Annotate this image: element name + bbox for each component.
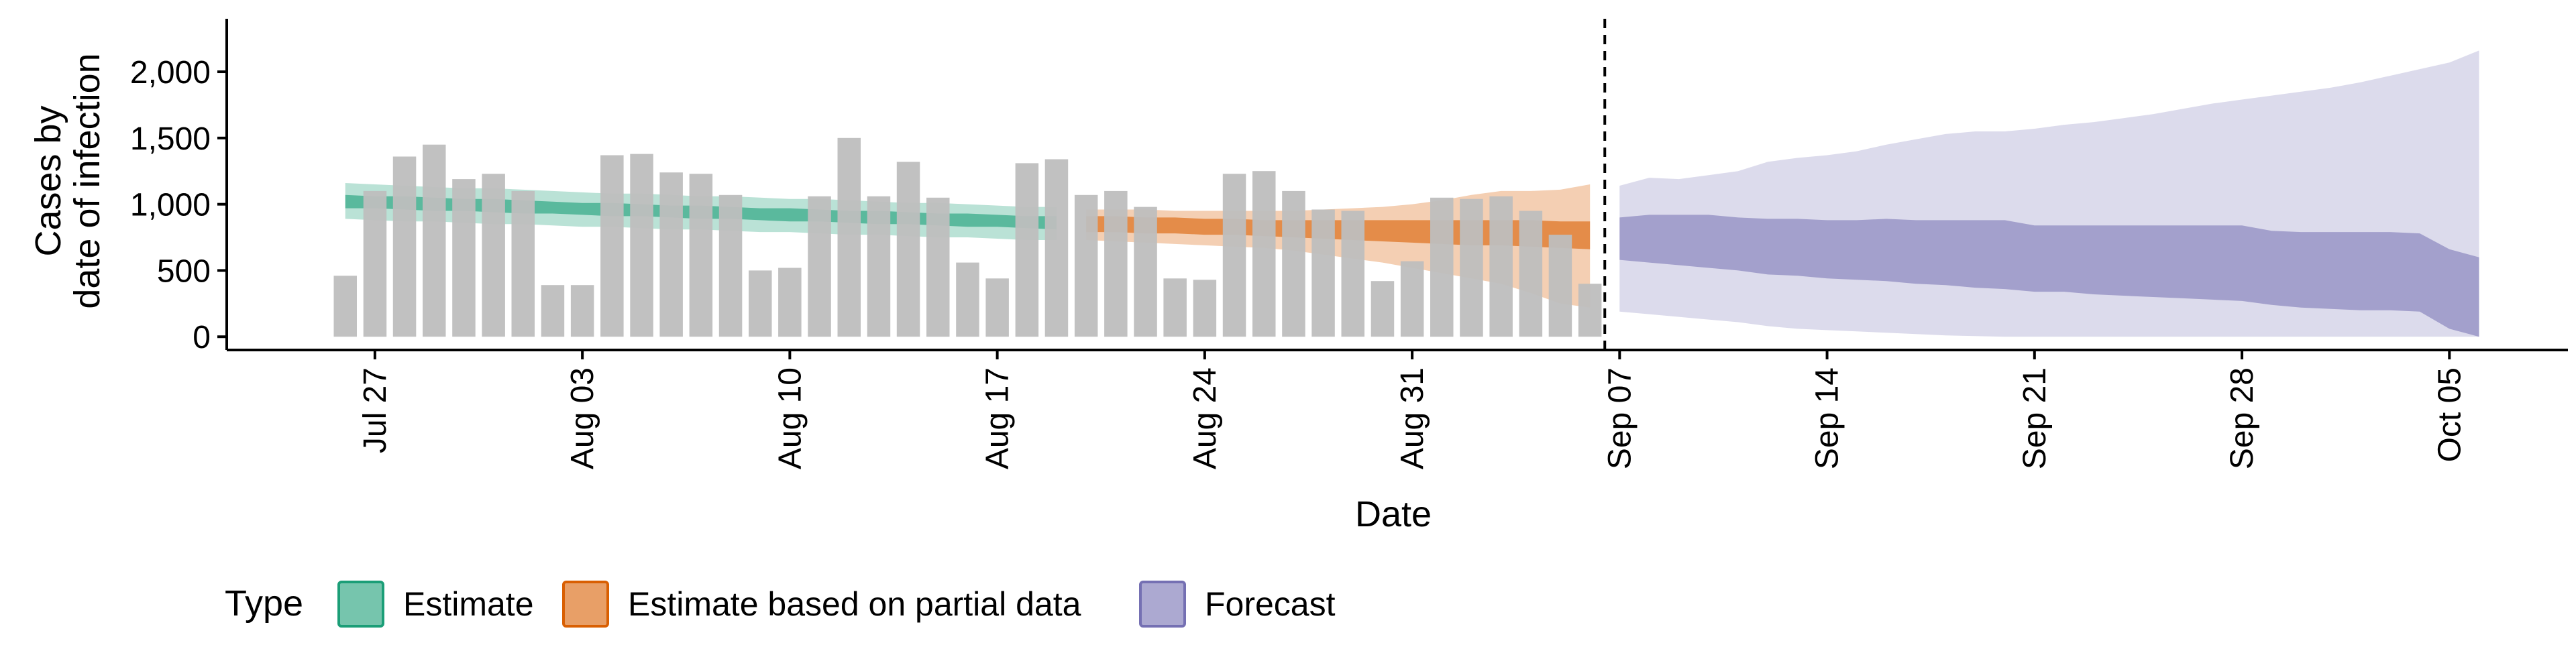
y-tick-label: 1,500 — [130, 121, 211, 157]
bar-2025-07-31 — [482, 174, 505, 337]
bar-2025-08-03 — [570, 285, 594, 337]
reported-case-bars — [333, 137, 1602, 337]
y-tick-label: 1,000 — [130, 188, 211, 223]
bar-2025-07-29 — [423, 144, 446, 337]
bar-2025-07-26 — [333, 276, 357, 337]
y-axis-ticks: 0 500 1,000 1,500 2,000 — [130, 55, 227, 355]
bar-2025-08-14 — [896, 162, 920, 337]
y-tick-label: 500 — [157, 253, 211, 289]
bar-2025-07-27 — [363, 190, 387, 337]
series-1-band-90 — [1086, 184, 1591, 308]
x-tick-label: Aug 17 — [980, 367, 1016, 469]
x-tick-label: Aug 24 — [1187, 367, 1223, 469]
bar-2025-09-03 — [1489, 196, 1513, 337]
axes — [225, 19, 2568, 351]
bar-2025-09-01 — [1430, 197, 1454, 337]
x-axis-ticks: Jul 27 Aug 03 Aug 10 Aug 17 Aug 24 Aug 31 Sep … — [358, 350, 2467, 469]
bar-2025-08-04 — [600, 155, 624, 337]
bar-2025-08-26 — [1252, 171, 1276, 337]
bar-2025-08-19 — [1044, 159, 1069, 337]
bar-2025-07-28 — [392, 156, 417, 337]
bar-2025-08-16 — [956, 262, 979, 337]
x-tick-label: Aug 10 — [772, 367, 808, 469]
bar-2025-08-20 — [1074, 194, 1098, 337]
series-2-band-50 — [1619, 215, 2479, 337]
legend-items: Estimate Estimate based on partial data Fo… — [337, 581, 1336, 628]
y-axis-title-line: date of infection — [67, 53, 107, 308]
legend: Type Estimate Estimate based on partial d… — [225, 581, 1336, 628]
x-tick-label: Oct 05 — [2432, 367, 2467, 462]
y-axis-title: Cases bydate of infection — [28, 53, 107, 308]
bar-2025-08-01 — [511, 190, 535, 337]
bar-2025-08-05 — [630, 154, 653, 337]
bar-2025-08-28 — [1311, 209, 1335, 337]
bar-2025-08-25 — [1222, 174, 1246, 337]
bar-2025-08-06 — [659, 172, 683, 337]
x-tick-label: Aug 03 — [565, 367, 600, 469]
bar-2025-08-31 — [1400, 261, 1424, 337]
legend-label-2: Forecast — [1205, 585, 1336, 623]
bar-2025-09-02 — [1460, 198, 1483, 337]
y-tick-label: 2,000 — [130, 55, 211, 91]
x-axis-title: Date — [1355, 494, 1432, 534]
bar-2025-08-09 — [749, 270, 772, 337]
bar-2025-08-17 — [985, 278, 1009, 337]
x-tick-label: Aug 31 — [1395, 367, 1430, 469]
legend-key-1 — [562, 581, 609, 628]
bar-2025-08-23 — [1163, 278, 1187, 337]
bar-2025-09-05 — [1548, 235, 1572, 337]
x-tick-label: Sep 21 — [2017, 367, 2053, 469]
bar-2025-08-18 — [1015, 163, 1039, 337]
legend-title: Type — [225, 583, 303, 624]
bar-2025-08-11 — [808, 196, 831, 337]
bar-2025-08-08 — [718, 194, 743, 337]
y-axis-title-line: Cases by — [28, 105, 68, 256]
bar-2025-08-07 — [689, 174, 713, 337]
bar-2025-08-24 — [1193, 280, 1217, 337]
bar-2025-08-29 — [1341, 211, 1364, 337]
bar-2025-08-22 — [1134, 207, 1157, 337]
bar-2025-08-10 — [778, 268, 802, 337]
x-tick-label: Sep 28 — [2224, 367, 2260, 469]
legend-label-1: Estimate based on partial data — [628, 585, 1081, 623]
legend-label-0: Estimate — [403, 585, 534, 623]
bar-2025-08-13 — [867, 196, 891, 337]
bar-2025-08-27 — [1282, 190, 1305, 337]
bar-2025-07-30 — [452, 179, 476, 337]
legend-key-2 — [1139, 581, 1186, 628]
bar-2025-08-15 — [926, 197, 950, 337]
bar-2025-08-21 — [1104, 190, 1128, 337]
bar-2025-08-30 — [1371, 281, 1395, 337]
bar-2025-09-06 — [1578, 284, 1602, 337]
y-tick-label: 0 — [193, 320, 211, 355]
x-tick-label: Sep 14 — [1810, 367, 1845, 469]
x-tick-label: Sep 07 — [1602, 367, 1638, 469]
bar-2025-08-12 — [837, 137, 861, 337]
x-tick-label: Jul 27 — [358, 367, 393, 453]
bar-2025-09-04 — [1519, 211, 1543, 337]
legend-key-0 — [337, 581, 384, 628]
bar-2025-08-02 — [541, 285, 565, 337]
